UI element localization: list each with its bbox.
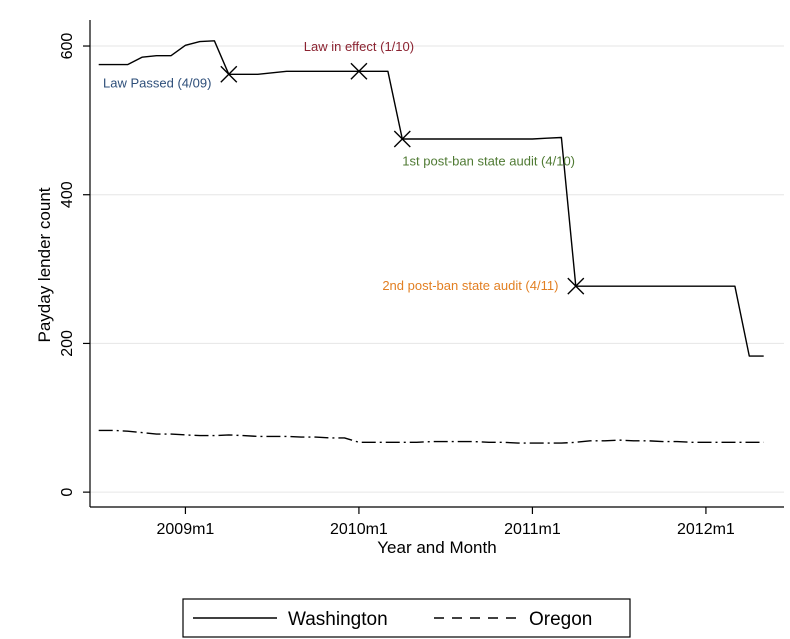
series-lines xyxy=(98,40,764,444)
annotation-label: Law in effect (1/10) xyxy=(304,39,414,54)
legend: Washington Oregon xyxy=(182,598,631,638)
y-tick-label: 400 xyxy=(59,181,76,208)
annotation-label: 1st post-ban state audit (4/10) xyxy=(402,154,575,169)
annotations: Law Passed (4/09) Law in effect (1/10) 1st… xyxy=(103,39,575,293)
x-tick-label: 2010m1 xyxy=(330,521,388,538)
y-tick-label: 600 xyxy=(59,33,76,60)
event-markers xyxy=(220,62,585,295)
event-marker xyxy=(393,130,411,148)
event-marker xyxy=(220,65,238,83)
legend-label-washington: Washington xyxy=(288,609,388,630)
series-line-oregon xyxy=(98,429,764,444)
axis-ticks: 0 200 400 600 2009m1 2010m1 2011m1 2012m1 xyxy=(59,33,735,538)
legend-label-oregon: Oregon xyxy=(529,609,592,630)
annotation-label: Law Passed (4/09) xyxy=(103,76,211,91)
y-tick-label: 0 xyxy=(59,488,76,497)
y-axis-title: Payday lender count xyxy=(35,187,54,342)
annotation-label: 2nd post-ban state audit (4/11) xyxy=(382,278,558,293)
y-tick-label: 200 xyxy=(59,330,76,357)
event-marker xyxy=(350,62,368,80)
event-marker xyxy=(567,277,585,295)
x-tick-label: 2011m1 xyxy=(504,521,561,538)
series-line-washington xyxy=(98,40,764,357)
x-tick-label: 2009m1 xyxy=(157,521,215,538)
gridlines xyxy=(90,45,784,493)
x-tick-label: 2012m1 xyxy=(677,521,735,538)
x-axis-title: Year and Month xyxy=(377,538,496,557)
